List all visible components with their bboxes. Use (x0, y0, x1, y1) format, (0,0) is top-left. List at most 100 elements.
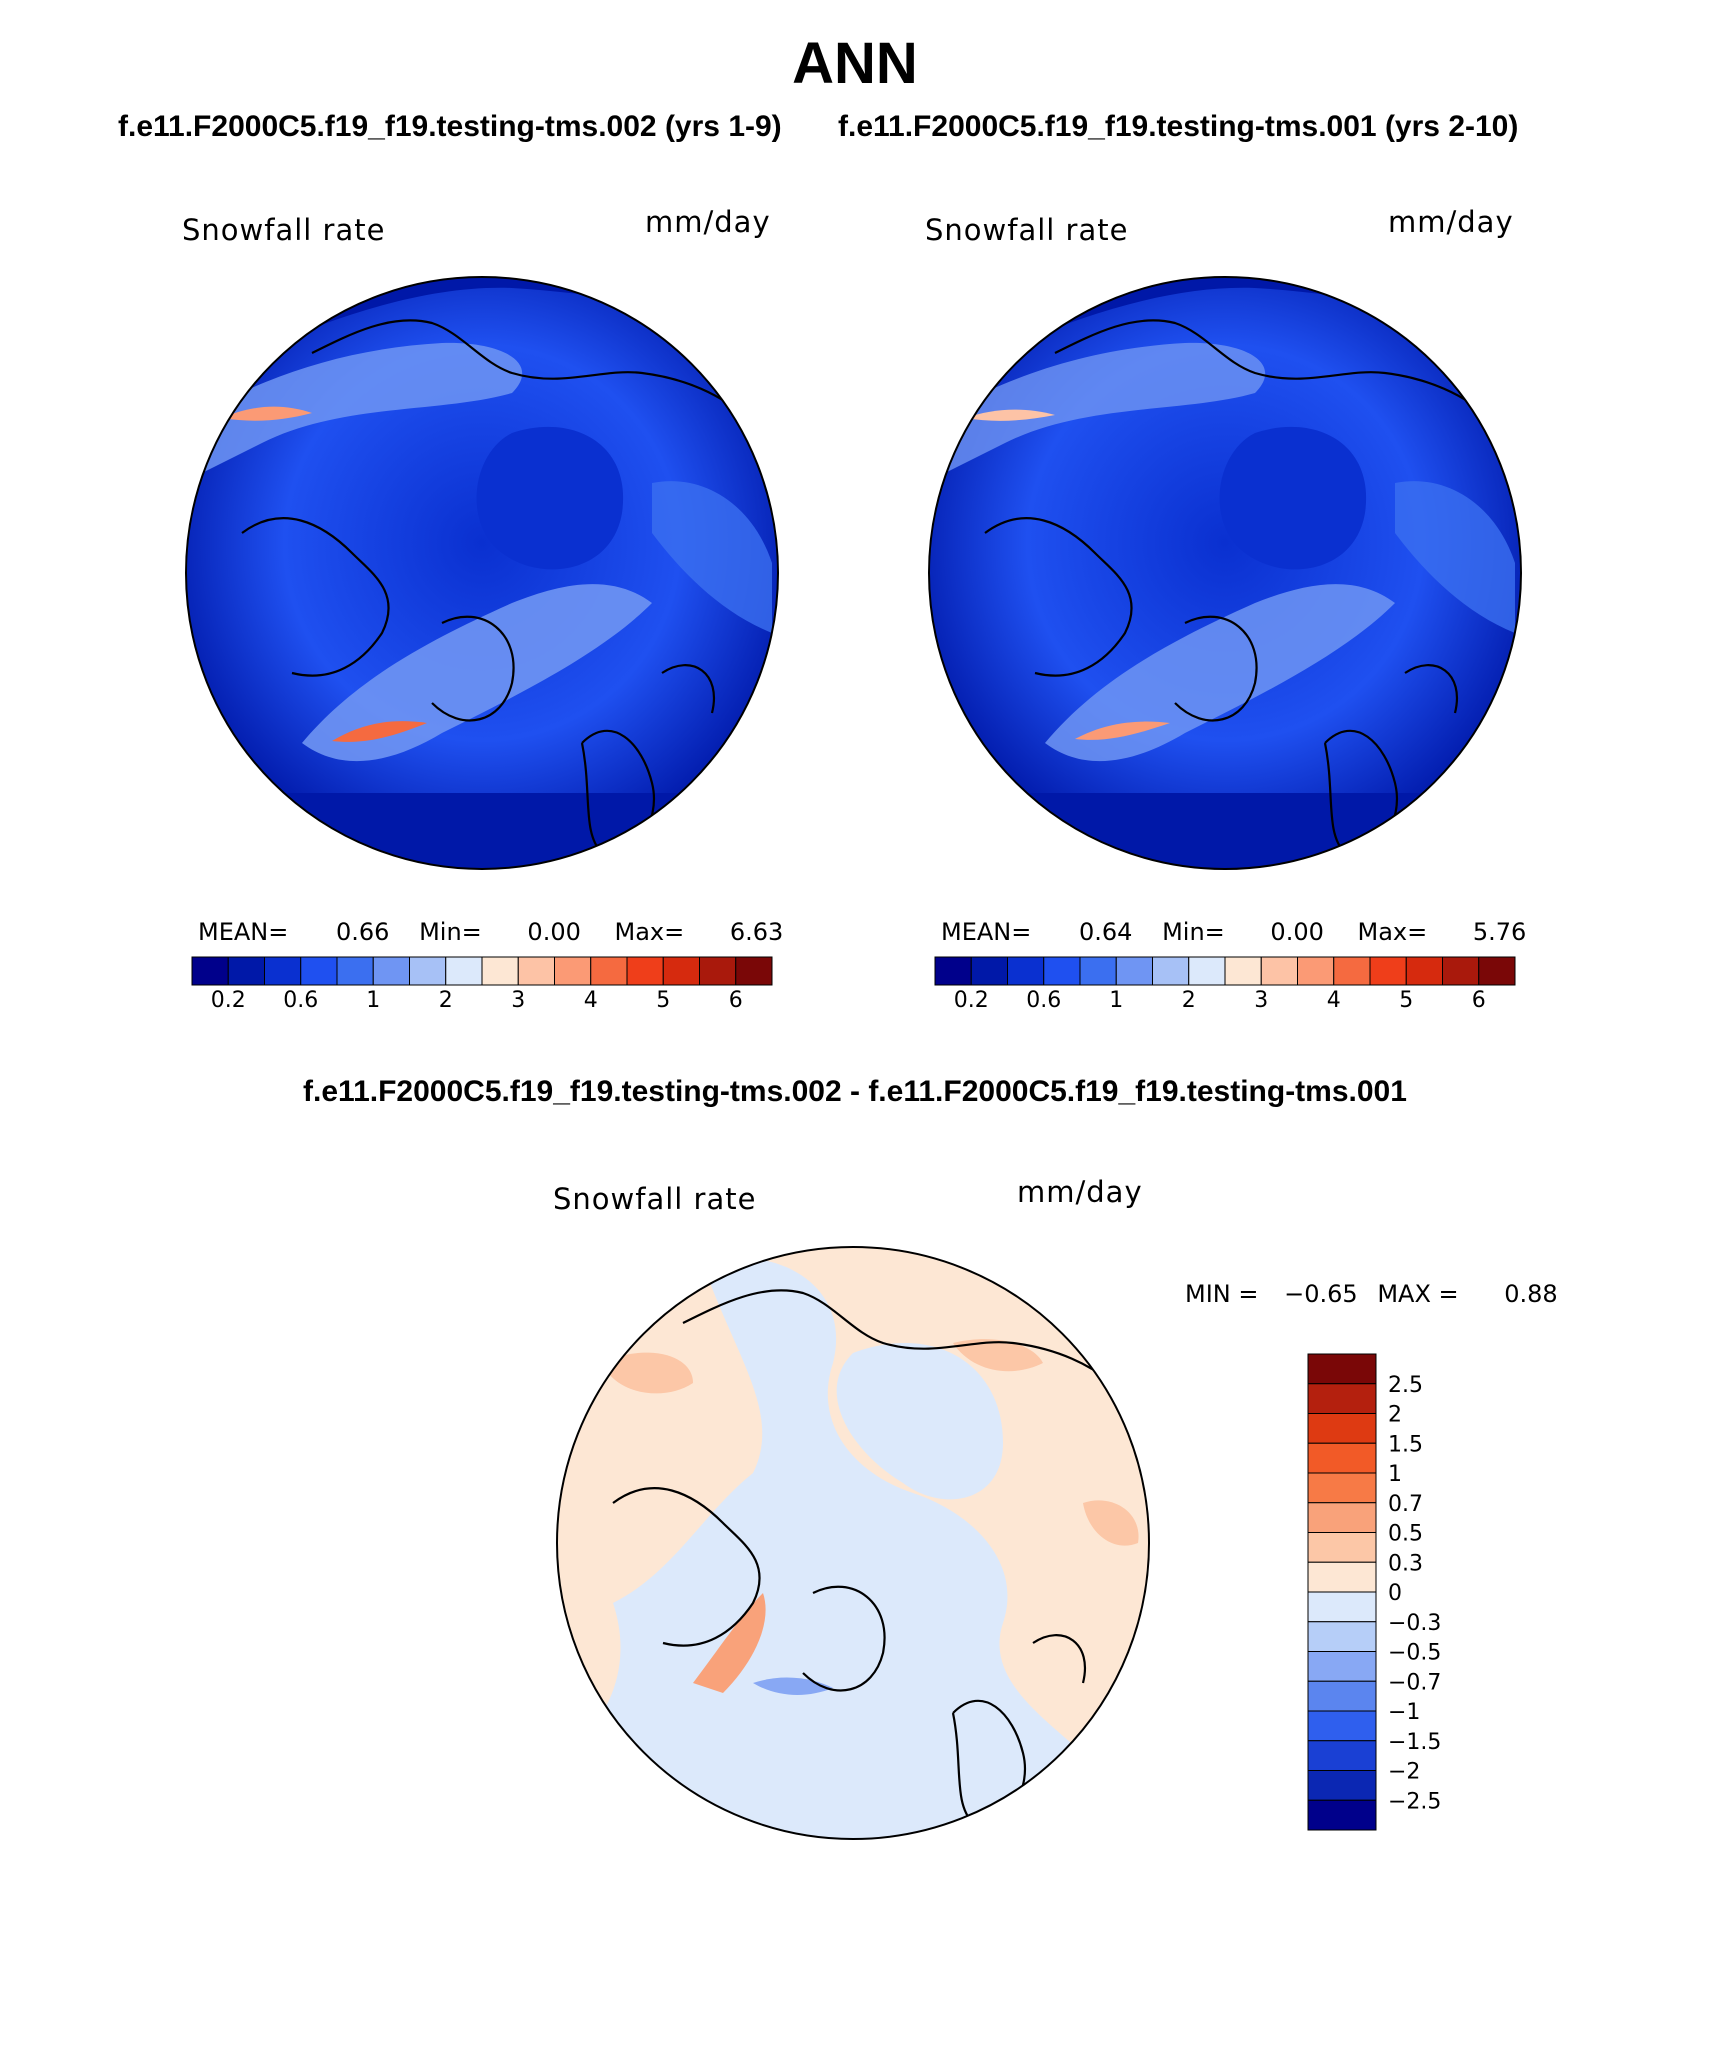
colorbar-swatch (300, 956, 338, 986)
diff-map-border (556, 1246, 1150, 1840)
diff-colorbar-swatch (1307, 1413, 1377, 1444)
diff-units-label: mm/day (1017, 1175, 1143, 1209)
colorbar-tick-label: 0.2 (954, 988, 989, 1013)
panel2-atlantic-storm-track (1045, 584, 1395, 762)
diff-max-value: 0.88 (1504, 1280, 1558, 1308)
panel1-map-border (185, 276, 779, 870)
control-case-title: f.e11.F2000C5.f19_f19.testing-tms.001 (y… (838, 110, 1519, 143)
diff-siberia-positive (953, 1339, 1043, 1372)
colorbar-tick-label: 2 (1182, 988, 1196, 1013)
panel1-max-label: Max= (614, 918, 685, 946)
colorbar-swatch (1442, 956, 1480, 986)
diff-colorbar-tick-label: 1 (1388, 1462, 1402, 1487)
panel2-greenland-max (1075, 721, 1170, 740)
colorbar-swatch (1188, 956, 1226, 986)
panel2-max-value: 5.76 (1472, 918, 1527, 946)
colorbar-swatch (1079, 956, 1117, 986)
colorbar-swatch (1115, 956, 1153, 986)
panel1-max-value: 6.63 (729, 918, 784, 946)
panel2-arctic-core (1219, 426, 1367, 570)
diff-east-positive (1083, 1500, 1139, 1546)
panel1-siberia-field (652, 481, 772, 633)
colorbar-swatch (1405, 956, 1443, 986)
colorbar-tick-label: 4 (1327, 988, 1341, 1013)
diff-colorbar-tick-label: −1.5 (1388, 1730, 1441, 1755)
panel2-min-label: Min= (1162, 918, 1225, 946)
diff-colorbar-tick-label: 2.5 (1388, 1373, 1423, 1398)
colorbar-swatch (517, 956, 555, 986)
diff-colorbar-swatch (1307, 1383, 1377, 1414)
colorbar-swatch (1043, 956, 1081, 986)
panel2-units-label: mm/day (1388, 205, 1514, 239)
panel2-mean-value: 0.64 (1079, 918, 1133, 946)
diff-negative-region (557, 1257, 1149, 1839)
colorbar-tick-label: 3 (511, 988, 525, 1013)
colorbar-tick-label: 5 (656, 988, 670, 1013)
colorbar-swatch (1369, 956, 1407, 986)
colorbar-tick-label: 1 (366, 988, 380, 1013)
figure-title: ANN (792, 31, 918, 96)
diff-colorbar-swatch (1307, 1740, 1377, 1771)
colorbar-tick-label: 5 (1399, 988, 1413, 1013)
panel2-map-border (928, 276, 1522, 870)
diff-colorbar-tick-label: −2 (1388, 1760, 1420, 1785)
panel2-max-label: Max= (1357, 918, 1428, 946)
colorbar-tick-label: 2 (439, 988, 453, 1013)
diff-colorbar-tick-label: 2 (1388, 1403, 1402, 1428)
diff-colorbar-tick-label: −1 (1388, 1700, 1420, 1725)
colorbar-swatch (1260, 956, 1298, 986)
diff-title: f.e11.F2000C5.f19_f19.testing-tms.002 - … (303, 1075, 1407, 1108)
diff-colorbar-swatch (1307, 1561, 1377, 1593)
diff-colorbar-swatch (1307, 1353, 1377, 1385)
colorbar-tick-label: 3 (1254, 988, 1268, 1013)
diff-minmax: MIN = −0.65 MAX = 0.88 (1185, 1280, 1558, 1308)
diff-colorbar-tick-label: −0.3 (1388, 1611, 1441, 1636)
colorbar-swatch (626, 956, 664, 986)
panel2-pacific-storm-track (945, 342, 1266, 473)
panel1-south-band (186, 793, 778, 869)
diff-greenland-positive (693, 1593, 766, 1693)
panel1-atlantic-storm-track (302, 584, 652, 762)
panel1-units-label: mm/day (645, 205, 771, 239)
panel2-min-value: 0.00 (1270, 918, 1324, 946)
panel1-arctic-core (476, 426, 624, 570)
panel1-min-value: 0.00 (527, 918, 581, 946)
diff-colorbar-tick-label: 0.3 (1388, 1551, 1423, 1576)
diff-colorbar-tick-label: −2.5 (1388, 1789, 1441, 1814)
diff-colorbar-tick-label: −0.5 (1388, 1641, 1441, 1666)
panel2-siberia-field (1395, 481, 1515, 633)
panel1-mean-label: MEAN= (198, 918, 289, 946)
diff-arctic-negative (836, 1343, 1003, 1500)
diff-colorbar-swatch (1307, 1502, 1377, 1533)
diff-coastlines (612, 1289, 1124, 1826)
diff-colorbar-swatch (1307, 1532, 1377, 1563)
colorbar-swatch (1478, 956, 1516, 986)
colorbar-swatch (699, 956, 737, 986)
diff-colorbar-swatch (1307, 1442, 1377, 1474)
panel2-alaska-max (965, 409, 1055, 421)
colorbar-swatch (1333, 956, 1371, 986)
panel1-polar-map (185, 276, 779, 870)
colorbar-swatch (264, 956, 302, 986)
diff-polar-map (556, 1246, 1150, 1840)
panel2-stats: MEAN= 0.64 Min= 0.00 Max= 5.76 (941, 918, 1526, 946)
diff-colorbar-swatch (1307, 1621, 1377, 1652)
panel1-pacific-storm-track (202, 342, 523, 473)
test-case-title: f.e11.F2000C5.f19_f19.testing-tms.002 (y… (118, 110, 782, 143)
colorbar-swatch (554, 956, 592, 986)
diff-colorbar-tick-label: −0.7 (1388, 1670, 1441, 1695)
panel1-greenland-max (332, 721, 427, 742)
panel1-alaska-max (222, 406, 312, 421)
diff-colorbar-swatch (1307, 1710, 1377, 1742)
colorbar-swatch (445, 956, 483, 986)
colorbar-swatch (934, 956, 972, 986)
colorbar-swatch (481, 956, 519, 986)
diff-variable-label: Snowfall rate (553, 1182, 757, 1216)
colorbar-swatch (662, 956, 700, 986)
panel2-coastlines (984, 319, 1496, 856)
colorbar-swatch (970, 956, 1008, 986)
colorbar-swatch (1297, 956, 1335, 986)
colorbar-swatch (191, 956, 229, 986)
colorbar-tick-label: 0.6 (1026, 988, 1061, 1013)
colorbar-tick-label: 6 (1472, 988, 1486, 1013)
